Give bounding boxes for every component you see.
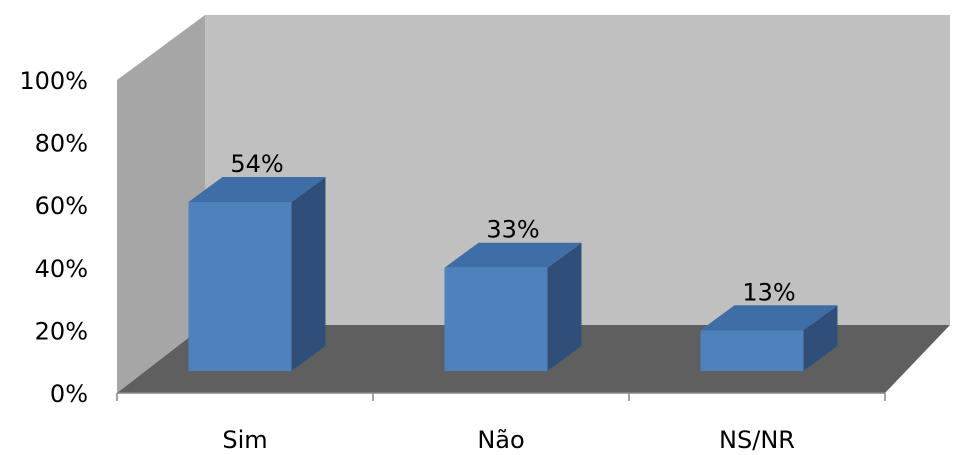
y-tick-label: 60% [35, 192, 88, 220]
bar-top-face [188, 176, 326, 202]
data-label: 13% [742, 278, 795, 306]
chart-side-wall [117, 15, 205, 393]
chart-back-wall [205, 15, 950, 325]
bar-top-face [444, 242, 582, 268]
bar [700, 330, 804, 371]
bar-top-face [700, 305, 838, 331]
x-category-label: NS/NR [719, 426, 795, 454]
bars [188, 176, 838, 371]
data-label: 33% [486, 216, 539, 244]
x-axis-category-labels: Sim Não NS/NR [222, 426, 795, 454]
y-tick-label: 80% [35, 130, 88, 158]
y-tick-label: 0% [50, 380, 88, 408]
bar-side-face [291, 176, 326, 371]
bar-side-face [547, 242, 582, 371]
x-axis [116, 392, 886, 401]
bar-side-face [803, 305, 838, 371]
x-category-label: Não [477, 426, 524, 454]
data-labels: 54% 33% 13% [230, 150, 795, 306]
x-category-label: Sim [222, 426, 267, 454]
y-tick-label: 20% [35, 317, 88, 345]
y-tick-label: 40% [35, 255, 88, 283]
bar [444, 267, 548, 371]
y-axis-tick-labels: 0% 20% 40% 60% 80% 100% [19, 67, 88, 408]
y-tick-label: 100% [19, 67, 88, 95]
bar [188, 201, 292, 371]
data-label: 54% [230, 150, 283, 178]
